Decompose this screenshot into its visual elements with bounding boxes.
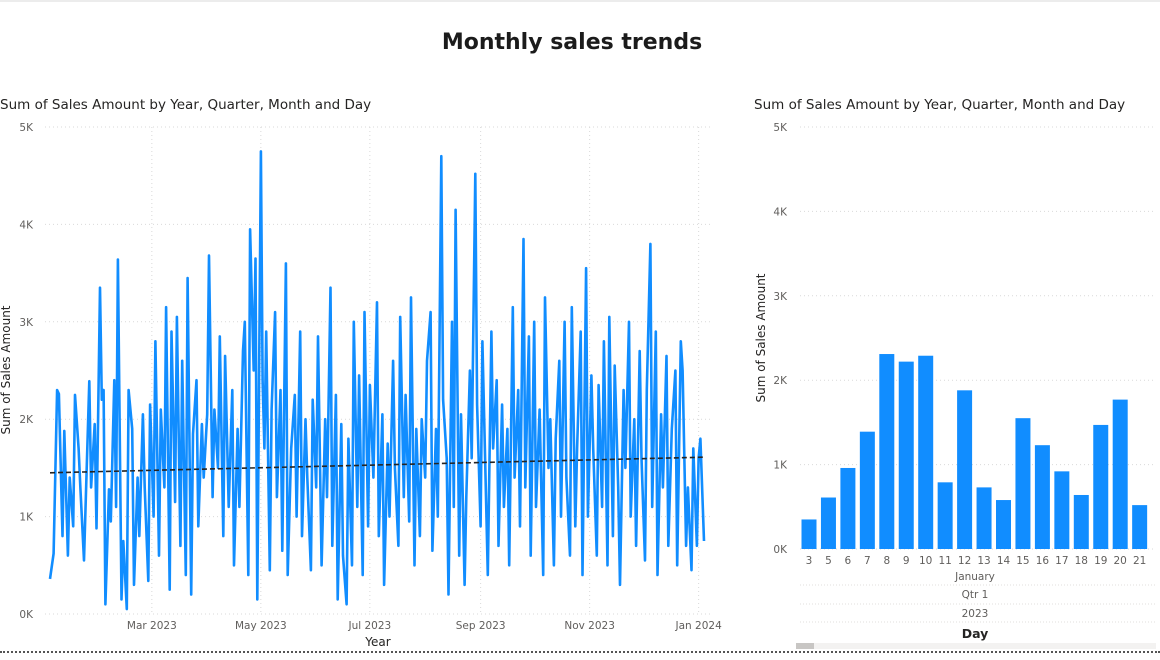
line-y-tick-label: 4K [19, 219, 34, 231]
scrollbar-thumb[interactable] [796, 643, 814, 649]
hierarchy-label-quarter: Qtr 1 [962, 589, 989, 601]
bar-day-20[interactable] [1112, 399, 1128, 549]
line-x-tick-label: Jul 2023 [347, 620, 391, 632]
bar-day-17[interactable] [1054, 471, 1070, 549]
bar-day-15[interactable] [1015, 418, 1031, 549]
bar-category-label: 13 [977, 555, 990, 567]
line-y-tick-label: 3K [19, 317, 34, 329]
line-series-sales[interactable] [48, 150, 706, 611]
bar-y-tick-label: 0K [773, 544, 788, 556]
bar-category-label: 5 [825, 555, 832, 567]
page-title: Monthly sales trends [441, 30, 703, 55]
line-chart-x-axis-title: Year [364, 635, 390, 649]
bar-day-3[interactable] [801, 519, 817, 549]
bar-category-label: 12 [958, 555, 971, 567]
bar-chart-x-axis-title: Day [962, 626, 989, 641]
bar-chart-horizontal-scrollbar[interactable] [796, 643, 1156, 649]
line-y-tick-label: 0K [19, 609, 34, 621]
top-rule [0, 0, 1160, 2]
bar-category-label: 19 [1094, 555, 1107, 567]
bar-day-8[interactable] [879, 354, 895, 549]
bar-day-16[interactable] [1034, 445, 1050, 549]
bar-category-label: 8 [883, 555, 890, 567]
bar-day-21[interactable] [1132, 505, 1148, 549]
bar-chart-y-ticks: 0K 1K 2K 3K 4K 5K [773, 122, 788, 556]
bar-category-label: 10 [919, 555, 932, 567]
line-x-tick-label: May 2023 [235, 620, 287, 632]
bar-chart-title: Sum of Sales Amount by Year, Quarter, Mo… [754, 97, 1126, 113]
bar-category-label: 11 [938, 555, 951, 567]
line-x-tick-label: Mar 2023 [127, 620, 177, 632]
bottom-rule [0, 651, 1160, 653]
line-y-tick-label: 5K [19, 122, 34, 134]
hierarchy-label-month: January [954, 571, 995, 583]
bar-day-13[interactable] [976, 487, 992, 549]
bar-category-label: 20 [1114, 555, 1127, 567]
bar-y-tick-label: 2K [773, 375, 788, 387]
bar-category-label: 6 [845, 555, 852, 567]
line-chart-x-ticks: Mar 2023 May 2023 Jul 2023 Sep 2023 Nov 2023… [127, 620, 722, 632]
line-x-tick-label: Sep 2023 [456, 620, 506, 632]
bar-y-tick-label: 5K [773, 122, 788, 134]
line-chart-y-axis-title: Sum of Sales Amount [0, 305, 13, 434]
bar-day-9[interactable] [898, 361, 914, 549]
line-x-tick-label: Nov 2023 [564, 620, 615, 632]
bar-category-label: 21 [1133, 555, 1146, 567]
bar-category-label: 16 [1036, 555, 1050, 567]
bar-day-12[interactable] [957, 390, 973, 549]
line-chart-y-ticks: 0K 1K 2K 3K 4K 5K [19, 122, 34, 621]
line-x-tick-label: Jan 2024 [675, 620, 723, 632]
bar-y-tick-label: 4K [773, 206, 788, 218]
line-y-tick-label: 2K [19, 414, 34, 426]
bar-category-label: 17 [1055, 555, 1068, 567]
hierarchy-label-year: 2023 [962, 608, 989, 620]
bar-day-5[interactable] [820, 497, 836, 549]
bar-category-label: 14 [997, 555, 1011, 567]
bar-day-18[interactable] [1073, 494, 1089, 549]
line-y-tick-label: 1K [19, 512, 34, 524]
line-chart[interactable]: 0K 1K 2K 3K 4K 5K Mar 2023 May 2023 Jul 2023 Sep… [0, 0, 730, 660]
bar-chart-category-labels: 3 5 6 7 8 9 10 11 12 13 14 15 16 17 18 19 20 21 [806, 555, 1147, 567]
bar-day-10[interactable] [918, 355, 934, 549]
bar-chart-y-axis-title: Sum of Sales Amount [754, 273, 768, 402]
bar-day-6[interactable] [840, 467, 856, 549]
bar-day-11[interactable] [937, 482, 953, 549]
bar-y-tick-label: 3K [773, 291, 788, 303]
bar-category-label: 3 [806, 555, 813, 567]
bar-y-tick-label: 1K [773, 460, 788, 472]
bar-category-label: 15 [1016, 555, 1029, 567]
bar-category-label: 7 [864, 555, 871, 567]
bar-day-7[interactable] [859, 431, 875, 549]
line-chart-title: Sum of Sales Amount by Year, Quarter, Mo… [0, 97, 372, 113]
bar-day-19[interactable] [1093, 424, 1109, 549]
bar-category-label: 9 [903, 555, 910, 567]
bar-day-14[interactable] [996, 500, 1011, 549]
bar-category-label: 18 [1075, 555, 1088, 567]
bar-chart-bars[interactable] [801, 354, 1148, 549]
trendline [49, 456, 705, 474]
